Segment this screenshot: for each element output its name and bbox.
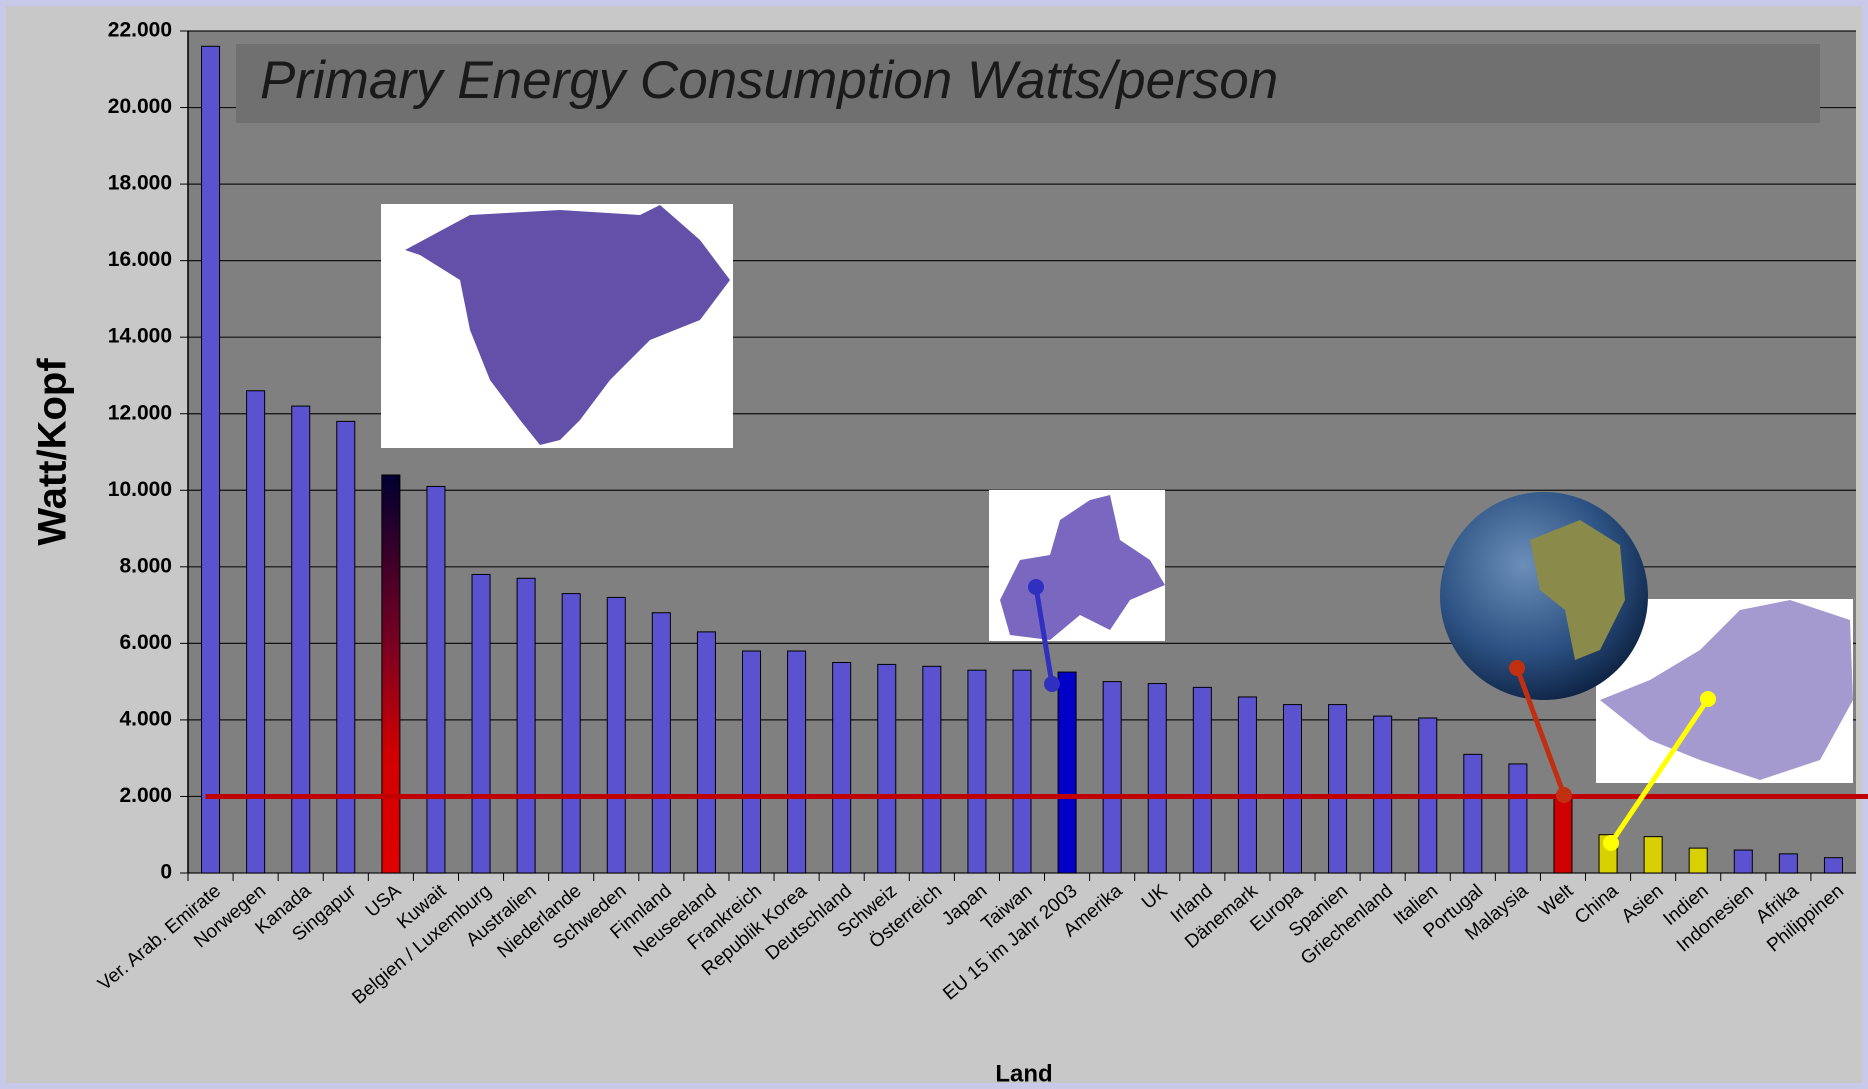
bar (517, 578, 535, 873)
bar (202, 46, 220, 873)
chart: Primary Energy Consumption Watts/person … (0, 0, 1868, 1089)
bar (968, 670, 986, 873)
bar (1464, 754, 1482, 873)
bar (742, 651, 760, 873)
bar (1509, 764, 1527, 873)
y-tick-label: 6.000 (119, 631, 172, 654)
y-tick-label: 10.000 (108, 478, 172, 501)
bar (697, 632, 715, 873)
bar (1779, 854, 1797, 873)
bar (1238, 697, 1256, 873)
y-tick-label: 0 (160, 861, 172, 884)
bar (607, 597, 625, 873)
europe-map (989, 490, 1165, 641)
bar (1689, 848, 1707, 873)
bar (1193, 687, 1211, 873)
bar (472, 574, 490, 873)
bar (1554, 796, 1572, 873)
bar (247, 391, 265, 873)
bar (1013, 670, 1031, 873)
bar (337, 421, 355, 873)
bar (833, 663, 851, 874)
y-tick-label: 12.000 (108, 401, 172, 424)
bar (652, 613, 670, 873)
bar (788, 651, 806, 873)
y-axis-title: Watt/Kopf (31, 358, 75, 546)
y-tick-label: 16.000 (108, 248, 172, 271)
bar (292, 406, 310, 873)
north-america-map (381, 204, 733, 448)
y-tick-label: 22.000 (108, 19, 172, 42)
x-axis-title: Land (995, 1060, 1052, 1087)
y-tick-label: 2.000 (119, 784, 172, 807)
y-tick-label: 20.000 (108, 95, 172, 118)
globe (1440, 492, 1648, 700)
bar (1058, 672, 1076, 873)
bar (1329, 705, 1347, 873)
y-tick-label: 18.000 (108, 172, 172, 195)
bar (1283, 705, 1301, 873)
chart-title: Primary Energy Consumption Watts/person (260, 51, 1278, 110)
bar (1644, 837, 1662, 873)
y-tick-label: 8.000 (119, 554, 172, 577)
bar (878, 664, 896, 873)
bar (382, 475, 400, 873)
bar (1734, 850, 1752, 873)
bar (1148, 684, 1166, 873)
bar (1103, 682, 1121, 873)
y-tick-label: 4.000 (119, 707, 172, 730)
bar (1824, 858, 1842, 873)
bar (562, 594, 580, 873)
bar (427, 486, 445, 873)
y-tick-label: 14.000 (108, 325, 172, 348)
bar (923, 666, 941, 873)
